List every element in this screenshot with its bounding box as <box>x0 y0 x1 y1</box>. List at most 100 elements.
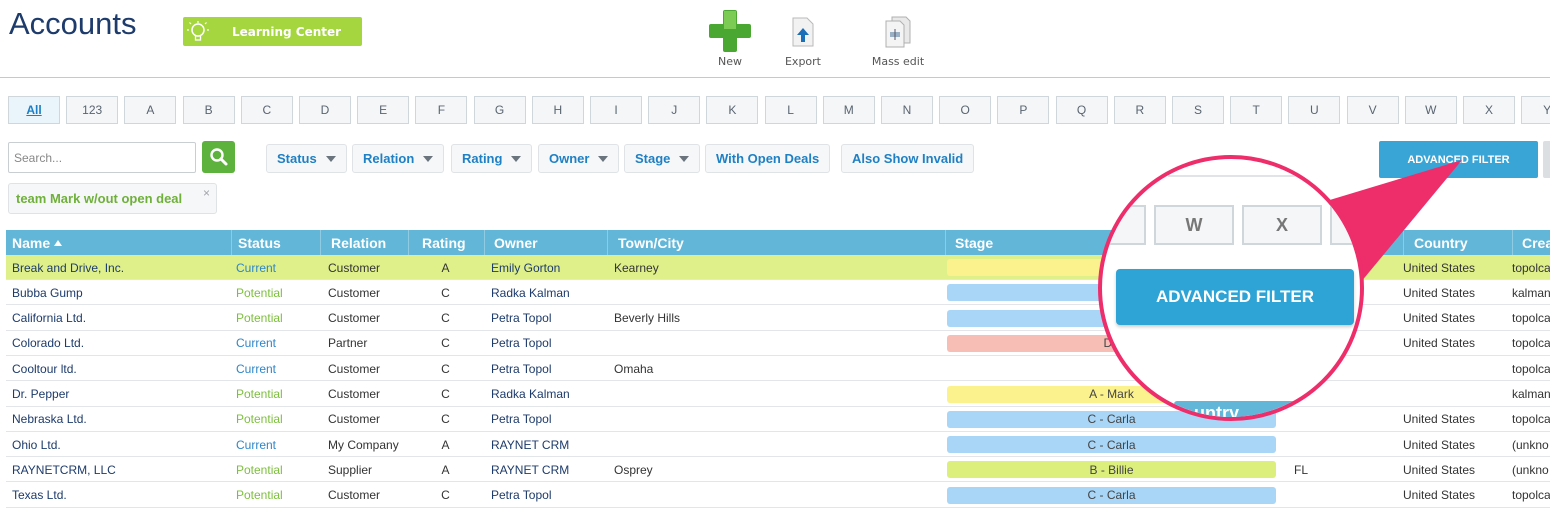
account-name-link[interactable]: Bubba Gump <box>12 285 83 300</box>
advanced-filter-button[interactable]: ADVANCED FILTER <box>1379 141 1538 178</box>
alphabet-key-k[interactable]: K <box>706 96 759 124</box>
relation-cell: Customer <box>328 260 381 275</box>
account-name-link[interactable]: Nebraska Ltd. <box>12 412 87 427</box>
chevron-down-icon <box>325 155 336 162</box>
rating-filter-dropdown[interactable]: Rating <box>451 144 533 173</box>
rating-filter-label: Rating <box>462 151 503 166</box>
status-filter-dropdown[interactable]: Status <box>266 144 347 173</box>
alphabet-key-f[interactable]: F <box>415 96 468 124</box>
alphabet-key-w[interactable]: W <box>1404 96 1457 124</box>
alphabet-key-all[interactable]: All <box>8 96 60 124</box>
also-show-invalid-button[interactable]: Also Show Invalid <box>841 144 975 173</box>
chevron-down-icon <box>679 155 690 162</box>
chevron-down-icon <box>598 155 609 162</box>
learning-center-label: Learning Center <box>232 24 342 39</box>
relation-filter-label: Relation <box>363 151 415 166</box>
alphabet-key-g[interactable]: G <box>473 96 526 124</box>
column-header-owner[interactable]: Owner <box>484 230 606 255</box>
owner-cell: Radka Kalman <box>491 285 570 300</box>
account-name-link[interactable]: RAYNETCRM, LLC <box>12 462 116 477</box>
relation-filter-dropdown[interactable]: Relation <box>352 144 445 173</box>
rating-cell: C <box>441 311 450 326</box>
column-header-town[interactable]: Town/City <box>607 230 944 255</box>
alphabet-key-d[interactable]: D <box>299 96 351 124</box>
table-row[interactable]: Texas Ltd. Potential Customer C Petra Topol U… <box>6 483 1550 508</box>
alphabet-key-i[interactable]: I <box>590 96 642 124</box>
table-row[interactable]: Cooltour ltd. Current Customer C Petra Topol… <box>6 356 1550 382</box>
account-name-link[interactable]: Dr. Pepper <box>12 387 70 401</box>
alphabet-key-h[interactable]: H <box>531 96 584 124</box>
account-name-link[interactable]: Texas Ltd. <box>12 488 67 503</box>
status-cell: Potential <box>236 285 283 300</box>
alphabet-key-s[interactable]: S <box>1172 96 1224 124</box>
alphabet-key-c[interactable]: C <box>240 96 293 124</box>
alphabet-key-e[interactable]: E <box>357 96 410 124</box>
alphabet-key-j[interactable]: J <box>648 96 701 124</box>
close-icon[interactable]: × <box>202 186 210 200</box>
owner-filter-label: Owner <box>549 151 590 166</box>
account-name-link[interactable]: Break and Drive, Inc. <box>12 260 125 275</box>
column-header-rating[interactable]: Rating <box>408 230 483 255</box>
alphabet-key-a[interactable]: A <box>124 96 177 124</box>
alphabet-key-p[interactable]: P <box>997 96 1050 124</box>
alphabet-key-b[interactable]: B <box>182 96 235 124</box>
country-cell: United States <box>1403 336 1476 351</box>
rating-cell: C <box>441 387 450 401</box>
relation-cell: Customer <box>328 412 381 427</box>
alphabet-key-n[interactable]: N <box>881 96 933 124</box>
town-cell <box>614 280 944 305</box>
alphabet-key-123[interactable]: 123 <box>66 96 119 124</box>
page-title: Accounts <box>9 6 137 41</box>
new-button[interactable]: New <box>700 10 760 68</box>
more-button[interactable] <box>1543 141 1550 178</box>
column-owner-label: Owner <box>494 234 538 251</box>
alphabet-key-y[interactable]: Y <box>1521 96 1550 124</box>
alphabet-key-v[interactable]: V <box>1346 96 1399 124</box>
zoom-advanced-filter-button: ADVANCED FILTER <box>1116 269 1354 325</box>
relation-cell: Customer <box>328 387 381 401</box>
column-header-status[interactable]: Status <box>231 230 319 255</box>
alphabet-key-t[interactable]: T <box>1230 96 1283 124</box>
column-header-name[interactable]: Name <box>12 230 230 255</box>
alphabet-key-u[interactable]: U <box>1288 96 1341 124</box>
column-status-label: Status <box>238 234 281 251</box>
alphabet-key-m[interactable]: M <box>822 96 875 124</box>
country-cell: United States <box>1403 285 1476 300</box>
search-button[interactable] <box>202 141 235 173</box>
table-row[interactable]: Ohio Ltd. Current My Company A RAYNET CRM Uni… <box>6 432 1550 458</box>
owner-cell: Emily Gorton <box>491 260 561 275</box>
learning-center-button[interactable]: Learning Center <box>183 17 362 46</box>
status-cell: Potential <box>236 311 283 326</box>
town-cell: Osprey <box>614 462 653 477</box>
stage-badge: C - Carla <box>947 436 1276 454</box>
owner-cell: RAYNET CRM <box>491 437 570 452</box>
alphabet-key-r[interactable]: R <box>1113 96 1166 124</box>
mass-edit-button[interactable]: Mass edit <box>868 10 928 68</box>
alphabet-key-x[interactable]: X <box>1463 96 1515 124</box>
owner-filter-dropdown[interactable]: Owner <box>538 144 620 173</box>
with-open-deals-button[interactable]: With Open Deals <box>705 144 831 173</box>
town-cell <box>614 407 944 432</box>
town-cell: Kearney <box>614 260 659 275</box>
column-header-relation[interactable]: Relation <box>320 230 408 255</box>
column-header-country[interactable]: Country <box>1403 230 1511 255</box>
account-name-link[interactable]: Cooltour ltd. <box>12 361 77 376</box>
stage-filter-dropdown[interactable]: Stage <box>624 144 701 173</box>
export-button[interactable]: Export <box>773 10 833 68</box>
chevron-down-icon <box>511 155 522 162</box>
column-header-created[interactable]: Crea <box>1512 230 1550 255</box>
search-input[interactable] <box>8 142 196 173</box>
account-name-link[interactable]: Colorado Ltd. <box>12 336 85 351</box>
owner-cell: Radka Kalman <box>491 387 570 401</box>
town-cell <box>614 331 944 356</box>
table-row[interactable]: RAYNETCRM, LLC Potential Supplier A RAYNET C… <box>6 457 1550 483</box>
account-name-link[interactable]: Ohio Ltd. <box>12 437 61 452</box>
account-name-link[interactable]: California Ltd. <box>12 311 87 326</box>
alphabet-key-o[interactable]: O <box>939 96 992 124</box>
alphabet-key-q[interactable]: Q <box>1055 96 1108 124</box>
active-filter-chip[interactable]: team Mark w/out open deal × <box>8 183 217 214</box>
column-header-stage[interactable]: Stage <box>945 230 1402 255</box>
table-row[interactable]: Nebraska Ltd. Potential Customer C Petra Top… <box>6 407 1550 432</box>
alphabet-key-l[interactable]: L <box>764 96 817 124</box>
rating-cell: A <box>441 437 450 452</box>
